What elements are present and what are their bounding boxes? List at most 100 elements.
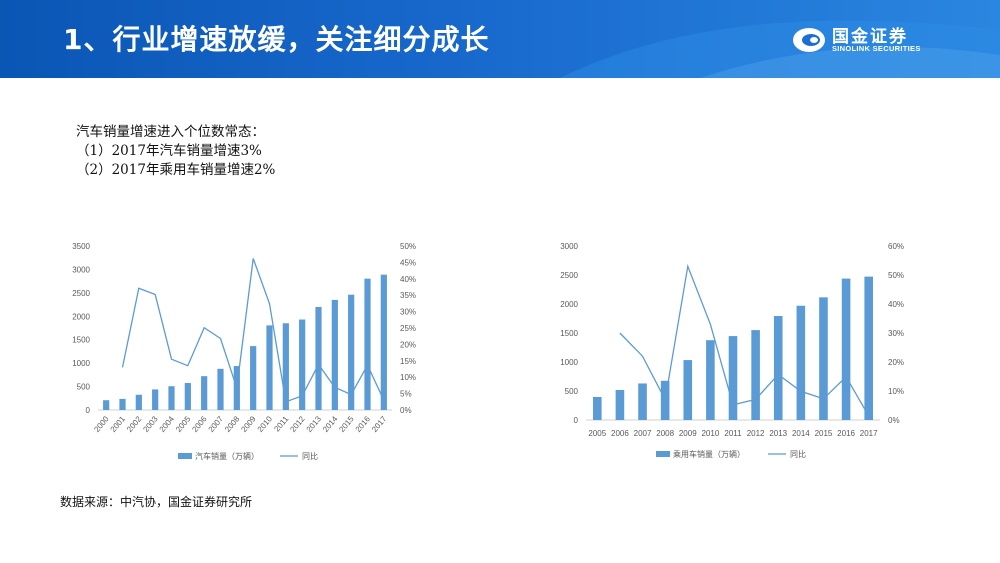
yoy-growth-line	[121, 258, 385, 403]
y-tick-label: 1000	[72, 359, 90, 368]
y2-tick-label: 50%	[888, 271, 904, 280]
passenger-car-sales-chart: 0 500 1000 1500 2000 2500 3000 0% 10% 20% 30% 40% 50…	[560, 242, 904, 459]
y-tick-label: 500	[77, 383, 91, 392]
bar	[152, 389, 159, 410]
bar	[168, 386, 175, 410]
note-line: 汽车销量增速进入个位数常态：	[76, 124, 265, 140]
bar	[331, 299, 338, 410]
y-tick-label: 1500	[560, 329, 578, 338]
x-tick-label: 2003	[141, 414, 160, 434]
bar	[250, 346, 257, 410]
y-tick-label: 1000	[560, 358, 578, 367]
bar	[638, 383, 647, 420]
x-tick-label: 2012	[747, 429, 765, 438]
bar	[364, 278, 371, 410]
logo-text-cn: 国金证券	[832, 27, 908, 47]
bar	[819, 297, 828, 420]
y-tick-label: 2500	[72, 289, 90, 298]
legend-swatch-bar	[178, 453, 192, 459]
y2-tick-label: 20%	[888, 358, 904, 367]
note-line: （2）2017年乘用车销量增速2%	[76, 162, 276, 178]
x-tick-label: 2013	[305, 414, 324, 434]
x-tick-label: 2017	[860, 429, 878, 438]
x-tick-label: 2012	[288, 414, 307, 434]
y2-tick-label: 0%	[888, 416, 900, 425]
x-tick-label: 2001	[109, 414, 128, 434]
x-tick-label: 2016	[837, 429, 855, 438]
logo-mark-icon	[793, 28, 825, 52]
legend-label-bar: 汽车销量（万辆）	[195, 451, 259, 461]
bar	[864, 276, 873, 420]
x-tick-label: 2004	[158, 414, 177, 434]
legend-label-bar: 乘用车销量（万辆）	[673, 449, 745, 459]
y2-tick-label: 40%	[400, 275, 416, 284]
y2-tick-label: 50%	[400, 242, 416, 251]
y-tick-label: 3500	[72, 242, 90, 251]
bar	[796, 305, 806, 420]
legend-swatch-bar	[656, 451, 670, 457]
legend-label-line: 同比	[790, 449, 806, 459]
x-tick-label: 2017	[370, 414, 389, 434]
x-tick-label: 2013	[769, 429, 787, 438]
page-title: 1、行业增速放缓，关注细分成长	[63, 23, 490, 56]
bar	[103, 400, 110, 410]
y2-tick-label: 10%	[888, 387, 904, 396]
x-tick-label: 2008	[223, 414, 242, 434]
y2-tick-label: 30%	[400, 308, 416, 317]
y-tick-label: 2500	[560, 271, 578, 280]
bar	[683, 360, 693, 420]
x-tick-label: 2007	[634, 429, 652, 438]
summary-notes: 汽车销量增速进入个位数常态： （1）2017年汽车销量增速3% （2）2017年…	[76, 123, 275, 180]
bar	[135, 394, 142, 410]
y-tick-label: 2000	[560, 300, 578, 309]
x-tick-label: 2016	[354, 414, 373, 434]
y2-tick-label: 10%	[400, 373, 416, 382]
y2-tick-label: 45%	[400, 258, 416, 267]
y-tick-label: 500	[565, 387, 579, 396]
x-tick-label: 2014	[792, 429, 810, 438]
legend-label-line: 同比	[302, 451, 318, 461]
x-tick-label: 2006	[190, 414, 209, 434]
x-tick-label: 2014	[321, 414, 340, 434]
x-tick-label: 2002	[125, 414, 144, 434]
header-banner: 1、行业增速放缓，关注细分成长 国金证券 SINOLINK SECURITIES	[0, 0, 1000, 78]
bar	[728, 336, 738, 420]
x-tick-label: 2008	[656, 429, 674, 438]
bar	[615, 389, 625, 420]
header-wave-decoration	[560, 20, 1000, 78]
bar	[217, 368, 224, 410]
bar	[348, 294, 355, 410]
x-tick-label: 2000	[92, 414, 111, 434]
y2-tick-label: 40%	[888, 300, 904, 309]
y2-tick-label: 60%	[888, 242, 904, 251]
x-tick-label: 2009	[679, 429, 697, 438]
x-tick-label: 2007	[207, 414, 226, 434]
x-tick-label: 2015	[337, 414, 356, 434]
y2-tick-label: 5%	[400, 390, 412, 399]
y-tick-label: 0	[86, 406, 91, 415]
y2-tick-label: 20%	[400, 340, 416, 349]
y2-tick-label: 35%	[400, 291, 416, 300]
bar	[315, 307, 322, 410]
logo-text-en: SINOLINK SECURITIES	[832, 44, 921, 53]
bar	[751, 330, 760, 420]
x-tick-label: 2005	[174, 414, 193, 434]
x-tick-label: 2010	[701, 429, 719, 438]
x-tick-label: 2015	[815, 429, 833, 438]
company-logo: 国金证券 SINOLINK SECURITIES	[792, 22, 962, 58]
yoy-growth-line	[619, 263, 870, 417]
y-tick-label: 3000	[72, 265, 90, 274]
x-tick-label: 2009	[239, 414, 258, 434]
bar	[593, 396, 602, 420]
y-tick-label: 3000	[560, 242, 578, 251]
y-tick-label: 1500	[72, 336, 90, 345]
bar	[201, 376, 208, 410]
y2-tick-label: 15%	[400, 357, 416, 366]
bar	[299, 319, 306, 410]
bar	[380, 274, 387, 410]
bar	[266, 325, 273, 410]
bar	[706, 340, 715, 420]
y-tick-label: 0	[574, 416, 579, 425]
x-tick-label: 2006	[611, 429, 629, 438]
bar	[841, 278, 851, 420]
